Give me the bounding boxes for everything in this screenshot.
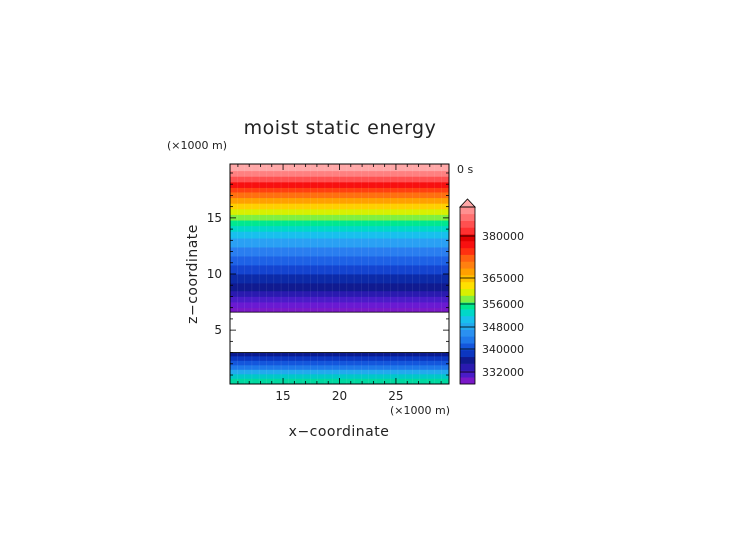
- x-tick-label: 15: [275, 389, 290, 403]
- colorbar-segment: [460, 281, 475, 289]
- colorbar-label: 348000: [482, 321, 524, 334]
- colorbar-segment: [460, 234, 475, 242]
- field-layer-16: [230, 238, 449, 248]
- field-layer-17: [230, 231, 449, 239]
- field-layer-22: [230, 203, 449, 210]
- colorbar-segment: [460, 322, 475, 330]
- field-layer-2: [230, 369, 449, 375]
- colorbar: 380000 365000 356000 348000 340000 332000: [459, 198, 524, 385]
- colorbar-segment: [460, 370, 475, 378]
- field-layer-13: [230, 265, 449, 275]
- x-axis-unit: (×1000 m): [390, 404, 450, 417]
- field-layer-23: [230, 197, 449, 204]
- colorbar-segment: [460, 315, 475, 324]
- x-tick-label: 25: [388, 389, 403, 403]
- field-layer-20: [230, 214, 449, 221]
- y-axis-label: z−coordinate: [185, 224, 201, 324]
- plot-area: [230, 164, 449, 385]
- chart-title: moist static energy: [244, 117, 437, 139]
- x-tick-label: 20: [332, 389, 347, 403]
- field-layer-25: [230, 187, 449, 193]
- field-layer-28: [230, 170, 449, 177]
- field-layer-18: [230, 225, 449, 232]
- field-layer-8: [230, 302, 449, 309]
- field-layer-9: [230, 296, 449, 303]
- colorbar-frame: [459, 206, 476, 385]
- colorbar-label: 365000: [482, 272, 524, 285]
- field-layer-4: [230, 360, 449, 366]
- colorbar-segment: [460, 329, 475, 337]
- colorbar-segment: [460, 349, 475, 358]
- field-layer-19: [230, 220, 449, 227]
- colorbar-segment: [460, 309, 475, 317]
- x-axis-label: x−coordinate: [289, 424, 390, 440]
- colorbar-segment: [460, 275, 475, 283]
- y-axis-unit: (×1000 m): [167, 139, 227, 152]
- field-layer-15: [230, 247, 449, 257]
- colorbar-label: 356000: [482, 298, 524, 311]
- x-axis-ticks: 15 20 25: [237, 164, 442, 403]
- field-layer-10: [230, 290, 449, 297]
- colorbar-segment: [460, 295, 475, 303]
- field-layer-5: [230, 355, 449, 361]
- colorbar-segment: [460, 213, 475, 221]
- field-layer-7: [230, 307, 449, 313]
- field-layer-26: [230, 181, 449, 188]
- colorbar-segment: [460, 261, 475, 269]
- field-layer-1: [230, 373, 449, 379]
- field-layer-14: [230, 256, 449, 266]
- y-tick-label: 10: [207, 267, 222, 281]
- y-tick-label: 15: [207, 211, 222, 225]
- colorbar-label: 332000: [482, 366, 524, 379]
- plot-frame: [229, 163, 450, 385]
- colorbar-segment: [460, 356, 475, 364]
- field-layer-21: [230, 208, 449, 215]
- field-layer-3: [230, 364, 449, 370]
- field-layer-24: [230, 192, 449, 199]
- colorbar-segment: [460, 227, 475, 235]
- colorbar-arrow: [459, 198, 476, 208]
- colorbar-label: 340000: [482, 343, 524, 356]
- colorbar-segment: [460, 254, 475, 262]
- colorbar-segment: [460, 302, 475, 310]
- colorbar-segment: [460, 207, 475, 215]
- y-tick-label: 5: [214, 323, 222, 337]
- field-layer-27: [230, 176, 449, 183]
- field-layer-6: [230, 352, 449, 357]
- time-label: 0 s: [457, 163, 473, 176]
- colorbar-segment: [460, 241, 475, 249]
- colorbar-segment: [460, 247, 475, 255]
- colorbar-segment: [460, 377, 475, 385]
- colorbar-segment: [460, 336, 475, 344]
- field-layer-12: [230, 274, 449, 284]
- colorbar-label: 380000: [482, 230, 524, 243]
- colorbar-segment: [460, 268, 475, 276]
- colorbar-segment: [460, 220, 475, 228]
- colorbar-segment: [460, 343, 475, 351]
- field-layer-11: [230, 282, 449, 292]
- colorbar-segment: [460, 363, 475, 371]
- colorbar-segment: [460, 288, 475, 296]
